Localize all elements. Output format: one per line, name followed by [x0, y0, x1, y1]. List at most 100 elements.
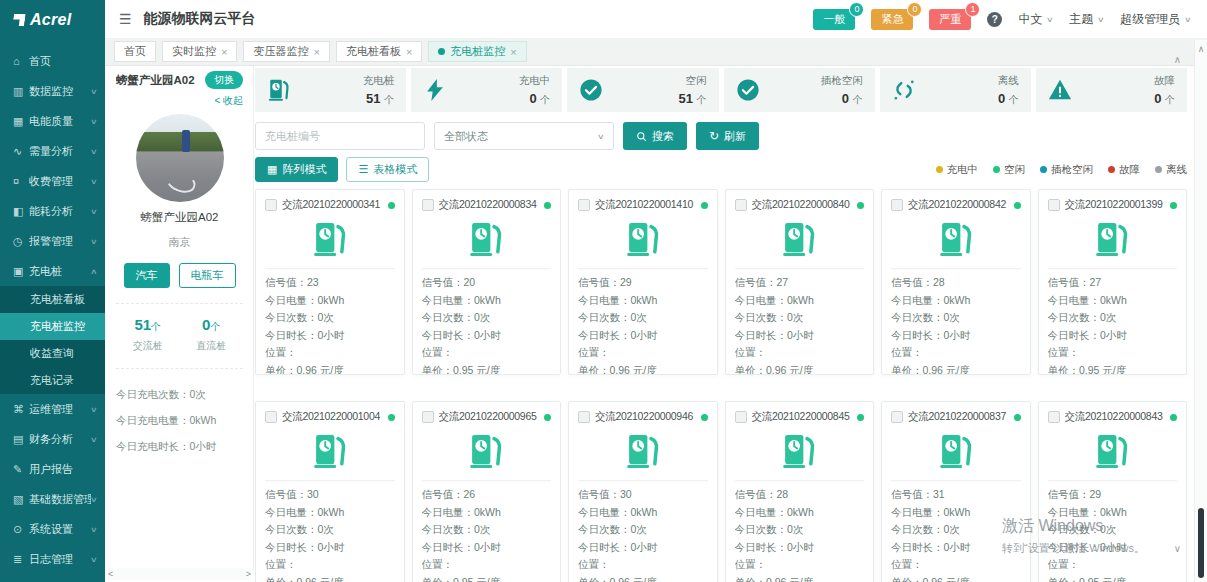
pile-id: 交流20210220001004 [282, 410, 383, 424]
scrollbar-thumb[interactable] [1198, 508, 1204, 578]
divider [735, 268, 865, 269]
pile-duration: 今日时长：0小时 [891, 327, 1021, 345]
pile-number-input[interactable] [255, 122, 425, 150]
pile-checkbox[interactable] [735, 199, 747, 211]
sidebar-item[interactable]: ▣ 充电桩 ∧ [0, 256, 105, 286]
sidebar-item[interactable]: ▤ 财务分析 ∨ [0, 424, 105, 454]
tab[interactable]: 充电桩监控 × [428, 41, 526, 62]
pile-energy: 今日电量：0kWh [891, 504, 1021, 522]
alarm-chip[interactable]: 一般 0 [813, 9, 855, 30]
legend-item: 插枪空闲 [1040, 163, 1093, 177]
sidebar-item[interactable]: ▧ 基础数据管理 ∨ [0, 484, 105, 514]
chevron-down-icon: ∨ [1047, 15, 1055, 23]
sidebar-subitem[interactable]: 收益查询 [0, 340, 105, 367]
pile-checkbox[interactable] [1048, 411, 1060, 423]
alarm-chip[interactable]: 紧急 0 [871, 9, 913, 30]
sidebar-subitem-label: 充电桩看板 [30, 292, 105, 307]
sidebar-item[interactable]: ▥ 数据监控 ∨ [0, 76, 105, 106]
collapse-panel-link[interactable]: < 收起 [116, 94, 243, 110]
sidebar-item[interactable]: ▦ 电能质量 ∨ [0, 106, 105, 136]
language-label: 中文 [1018, 11, 1042, 28]
close-icon[interactable]: × [510, 46, 516, 58]
close-icon[interactable]: × [313, 46, 319, 58]
divider [578, 268, 708, 269]
sidebar-item[interactable]: ✎ 用户报告 [0, 454, 105, 484]
scroll-right-arrow[interactable]: > [246, 569, 251, 579]
scroll-down-chevron[interactable]: ∨ [1174, 543, 1181, 554]
close-icon[interactable]: × [406, 46, 412, 58]
pile-signal: 信号值：29 [1048, 486, 1178, 504]
base-data-icon: ▧ [13, 493, 29, 506]
charging-pile-icon [891, 424, 1021, 480]
pile-checkbox[interactable] [422, 411, 434, 423]
sidebar-item[interactable]: ≣ 日志管理 ∨ [0, 544, 105, 574]
sidebar-item[interactable]: ◷ 报警管理 ∨ [0, 226, 105, 256]
pile-checkbox[interactable] [735, 411, 747, 423]
sidebar-item[interactable]: ⌘ 运维管理 ∨ [0, 394, 105, 424]
summary-label: 离线 [998, 74, 1019, 88]
tab[interactable]: 首页 [114, 41, 156, 62]
sidebar-subitem[interactable]: 充电桩看板 [0, 286, 105, 313]
sidebar-submenu: 充电桩看板 充电桩监控 收益查询 充电记录 [0, 286, 105, 394]
pile-duration: 今日时长：0小时 [578, 539, 708, 557]
sidebar-subitem-label: 收益查询 [30, 346, 105, 361]
fault-icon [1048, 78, 1072, 102]
vehicle-type-tab[interactable]: 电瓶车 [179, 263, 236, 288]
pile-id: 交流20210220000834 [439, 198, 540, 212]
pile-location: 位置： [265, 556, 395, 574]
help-icon[interactable]: ? [987, 12, 1002, 27]
grid-mode-label: 阵列模式 [282, 162, 326, 177]
acrel-logo-text: Acrel [30, 11, 72, 29]
scroll-left-arrow[interactable]: < [108, 569, 113, 579]
theme-select[interactable]: 主题 ∨ [1069, 11, 1104, 28]
tab[interactable]: 变压器监控 × [243, 41, 329, 62]
sidebar-subitem[interactable]: 充电记录 [0, 367, 105, 394]
legend-label: 插枪空闲 [1051, 163, 1093, 177]
grid-mode-button[interactable]: ▦ 阵列模式 [255, 157, 338, 182]
refresh-button[interactable]: ↻ 刷新 [696, 122, 759, 150]
sidebar-item[interactable]: ¤ 收费管理 ∨ [0, 166, 105, 196]
pile-checkbox[interactable] [265, 199, 277, 211]
sidebar-item[interactable]: ⊙ 系统设置 ∨ [0, 514, 105, 544]
pile-checkbox[interactable] [1048, 199, 1060, 211]
chevron-down-icon: ∨ [90, 405, 98, 413]
chevron-up-icon: ∧ [90, 267, 98, 275]
vertical-scrollbar[interactable]: ∧ [1194, 40, 1207, 582]
alarm-chip[interactable]: 严重 1 [929, 9, 971, 30]
pile-checkbox[interactable] [265, 411, 277, 423]
scroll-up-chevron[interactable]: ∧ [1174, 54, 1181, 65]
sidebar-item[interactable]: ∿ 需量分析 ∨ [0, 136, 105, 166]
user-menu[interactable]: 超级管理员 ∨ [1120, 11, 1191, 28]
pile-checkbox[interactable] [891, 411, 903, 423]
pile-price: 单价：0.96 元/度 [735, 574, 865, 582]
hamburger-menu-icon[interactable]: ☰ [119, 11, 132, 27]
sidebar-item[interactable]: ◧ 能耗分析 ∨ [0, 196, 105, 226]
top-header: ☰ 能源物联网云平台 一般 0 紧急 0 严重 1 ? 中文 ∨ 主题 ∨ 超级… [105, 0, 1207, 38]
pile-energy: 今日电量：0kWh [422, 292, 552, 310]
sidebar-subitem[interactable]: 充电桩监控 [0, 313, 105, 340]
station-city: 南京 [116, 235, 243, 250]
sidebar-item-label: 运维管理 [29, 402, 91, 417]
app-logo: Acrel [0, 0, 105, 40]
divider [1048, 268, 1178, 269]
close-icon[interactable]: × [221, 46, 227, 58]
pile-type-stat: 51个 交流桩 [116, 316, 180, 353]
tab[interactable]: 实时监控 × [162, 41, 237, 62]
pile-checkbox[interactable] [578, 411, 590, 423]
tab[interactable]: 充电桩看板 × [336, 41, 422, 62]
pile-checkbox[interactable] [578, 199, 590, 211]
scrollbar-up-arrow[interactable]: ∧ [1195, 40, 1207, 54]
search-button[interactable]: 搜索 [623, 122, 687, 150]
pile-card: 交流20210220000843 信号值：29 今日电量：0kWh 今日次数：0… [1038, 401, 1188, 582]
vehicle-type-tab[interactable]: 汽车 [124, 263, 170, 288]
pile-location: 位置： [1048, 556, 1178, 574]
charging-pile-icon [422, 424, 552, 480]
sidebar-item[interactable]: ⌂ 首页 [0, 46, 105, 76]
table-mode-button[interactable]: ☰ 表格模式 [346, 157, 429, 182]
pile-checkbox[interactable] [422, 199, 434, 211]
status-select[interactable]: 全部状态 ∨ [434, 122, 614, 150]
horizontal-scrollbar[interactable]: < > [108, 568, 251, 580]
pile-checkbox[interactable] [891, 199, 903, 211]
language-select[interactable]: 中文 ∨ [1018, 11, 1053, 28]
switch-station-button[interactable]: 切换 [205, 71, 243, 89]
